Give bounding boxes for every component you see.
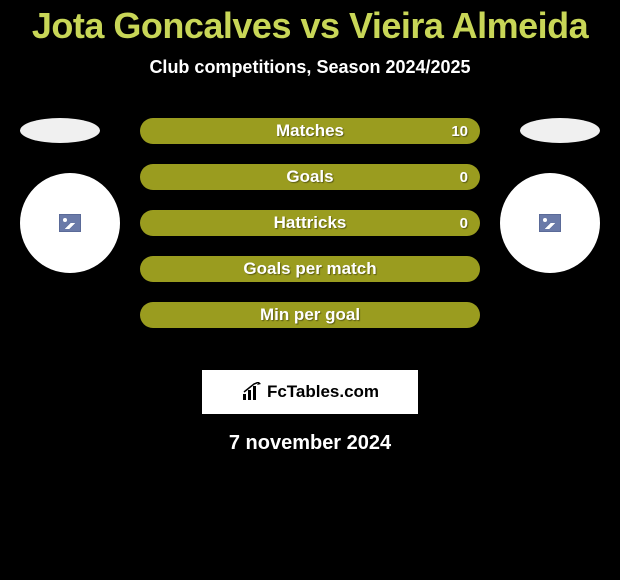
image-placeholder-icon	[539, 214, 561, 232]
date-text: 7 november 2024	[0, 432, 620, 455]
player-left-ellipse	[20, 118, 100, 143]
stat-value: 0	[460, 215, 468, 232]
image-placeholder-icon	[59, 214, 81, 232]
stat-value: 10	[451, 123, 468, 140]
stat-label: Min per goal	[260, 305, 360, 325]
stat-label: Matches	[276, 121, 344, 141]
content: Matches 10 Goals 0 Hattricks 0 Goals per…	[0, 118, 620, 348]
stat-row-hattricks: Hattricks 0	[140, 210, 480, 236]
header: Jota Goncalves vs Vieira Almeida Club co…	[0, 0, 620, 78]
stat-label: Goals per match	[243, 259, 376, 279]
player-left-avatar	[20, 173, 120, 273]
stat-row-min-per-goal: Min per goal	[140, 302, 480, 328]
stat-value: 0	[460, 169, 468, 186]
stat-row-goals: Goals 0	[140, 164, 480, 190]
stat-row-matches: Matches 10	[140, 118, 480, 144]
logo-content: FcTables.com	[241, 382, 379, 402]
logo-text: FcTables.com	[267, 382, 379, 402]
stat-row-goals-per-match: Goals per match	[140, 256, 480, 282]
player-right-avatar	[500, 173, 600, 273]
logo-box: FcTables.com	[202, 370, 418, 414]
chart-icon	[241, 382, 263, 402]
subtitle: Club competitions, Season 2024/2025	[0, 57, 620, 78]
stat-label: Goals	[286, 167, 333, 187]
stats-container: Matches 10 Goals 0 Hattricks 0 Goals per…	[140, 118, 480, 348]
stat-label: Hattricks	[274, 213, 347, 233]
page-title: Jota Goncalves vs Vieira Almeida	[0, 5, 620, 47]
player-right-ellipse	[520, 118, 600, 143]
